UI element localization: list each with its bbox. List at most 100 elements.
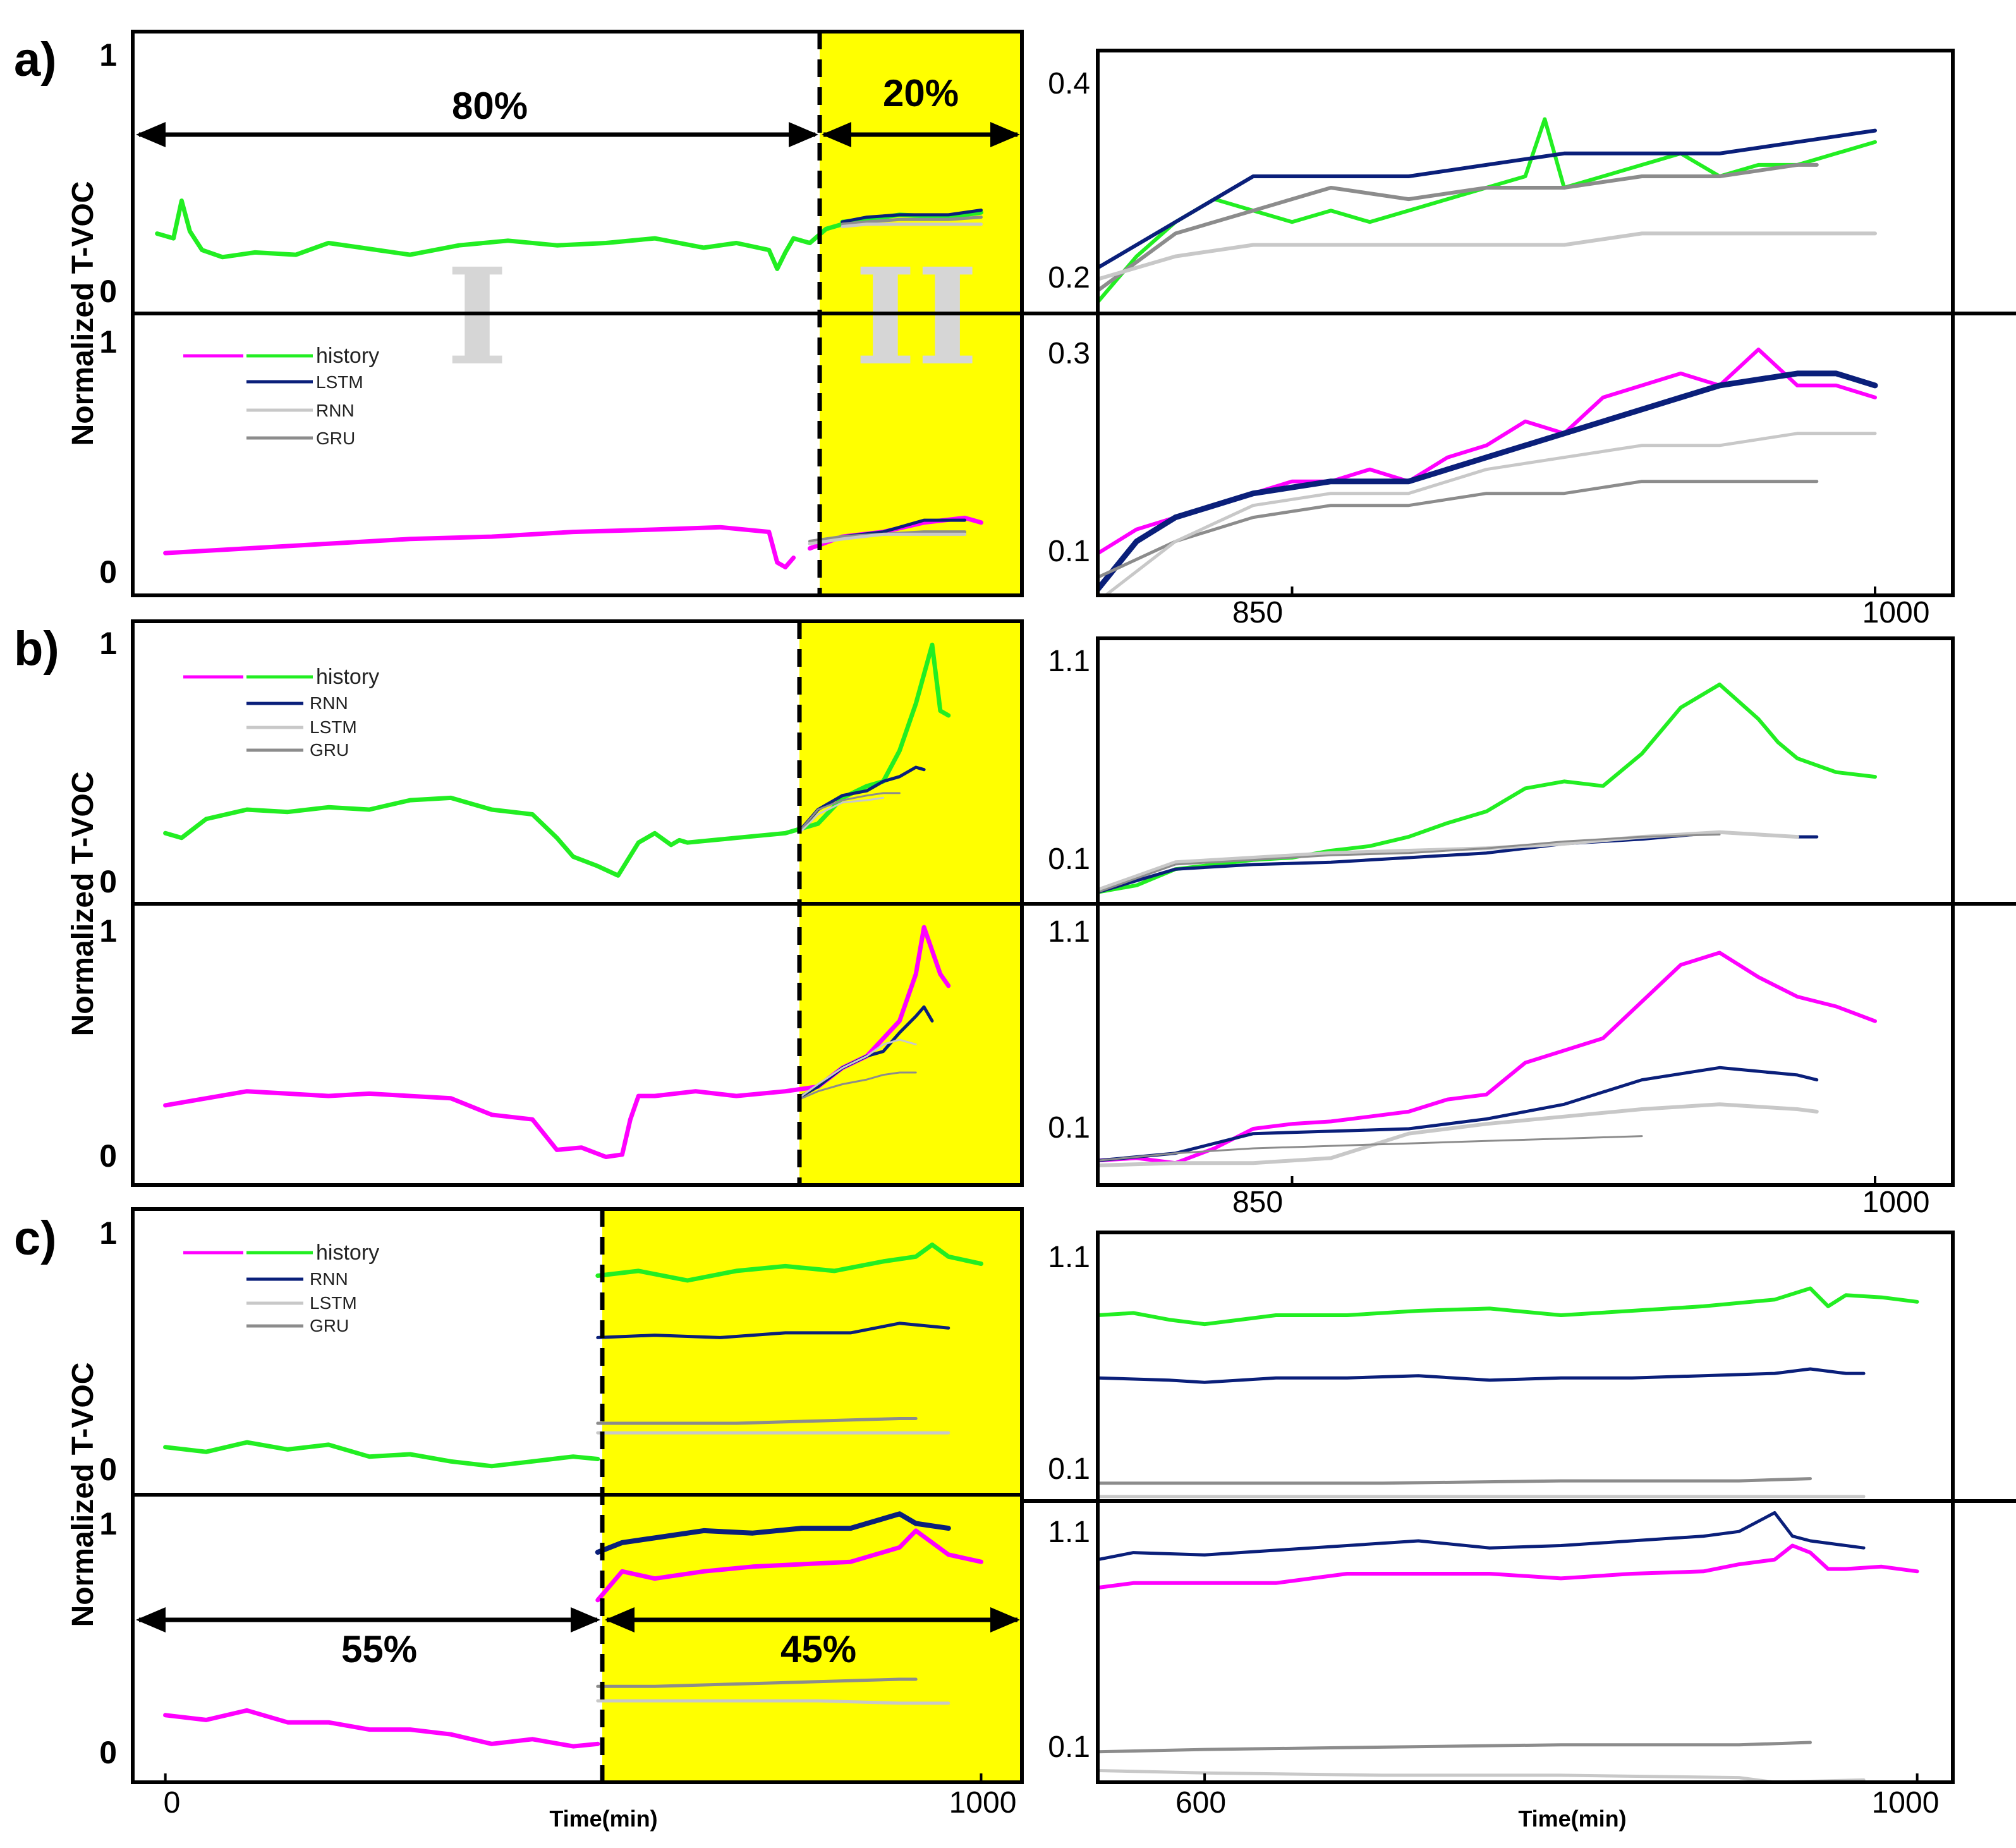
series-b-right-bottom-gru-3 <box>1098 1135 1643 1162</box>
legend-b-rnn-label: RNN <box>310 693 348 713</box>
legend-c-lstm-label: LSTM <box>310 1293 357 1313</box>
panel-label-c: c) <box>14 1212 57 1265</box>
series-b-right-bottom-history-0 <box>1098 951 1877 1165</box>
b-right-xtick-850: 850 <box>1232 1186 1283 1219</box>
plot-c-left-top <box>163 1243 983 1469</box>
a-right-bottom-ytick-low: 0.1 <box>1048 535 1090 568</box>
legend-b-lstm-label: LSTM <box>310 717 357 737</box>
plot-b-right-bottom <box>1098 951 1877 1167</box>
split-label-80: 80% <box>452 85 528 127</box>
series-c-right-bottom-gru-2 <box>1098 1741 1812 1754</box>
series-c-left-bottom-gru-3 <box>596 1677 918 1688</box>
b-top-ytick-0: 0 <box>99 864 117 899</box>
series-a-left-bottom-rnn-4 <box>808 532 967 545</box>
region-label-one: I <box>446 239 508 395</box>
plot-a-left-bottom <box>163 515 983 569</box>
a-bottom-ytick-1: 1 <box>99 324 117 360</box>
a-right-top-ytick-high: 0.4 <box>1048 67 1090 100</box>
series-c-left-bottom-history-0 <box>163 1708 600 1749</box>
series-a-left-bottom-history-0 <box>163 525 796 569</box>
split-label-20: 20% <box>883 72 959 114</box>
region-label-two: II <box>854 239 978 395</box>
series-a-right-top-lstm-1 <box>1098 128 1877 270</box>
b-right-top-ytick-low: 0.1 <box>1048 842 1090 876</box>
legend-a-history-label: history <box>316 344 379 368</box>
series-c-right-top-gru-2 <box>1098 1477 1812 1485</box>
a-right-bottom-ytick-high: 0.3 <box>1048 337 1090 370</box>
series-b-left-top-history-0 <box>163 642 951 878</box>
plot-c-left-bottom <box>163 1511 983 1749</box>
series-c-right-top-history-0 <box>1098 1286 1919 1327</box>
a-right-top-ytick-low: 0.2 <box>1048 261 1090 295</box>
legend-a: history LSTM RNN GRU <box>183 344 379 448</box>
series-c-left-bottom-rnn-2 <box>595 1511 951 1555</box>
legend-c-gru-label: GRU <box>310 1316 349 1335</box>
plot-a-right-bottom <box>1098 347 1878 595</box>
plot-a-left-top <box>155 198 983 271</box>
a-top-ytick-0: 0 <box>99 274 117 309</box>
series-b-right-top-lstm-2 <box>1098 830 1799 892</box>
series-b-right-bottom-rnn-1 <box>1098 1066 1819 1162</box>
series-a-right-bottom-rnn-3 <box>1103 432 1877 595</box>
a-bottom-ytick-0: 0 <box>99 554 117 590</box>
series-c-left-top-history-0 <box>163 1440 600 1469</box>
legend-a-gru-label: GRU <box>316 429 355 448</box>
b-top-ytick-1: 1 <box>99 626 117 661</box>
series-c-left-bottom-lstm-4 <box>596 1699 950 1705</box>
c-top-ytick-0: 0 <box>99 1452 117 1487</box>
series-b-left-top-lstm-3 <box>801 796 885 832</box>
series-b-right-bottom-lstm-2 <box>1098 1102 1819 1167</box>
plot-c-right-top <box>1098 1286 1919 1498</box>
series-b-left-bottom-lstm-2 <box>801 1038 917 1097</box>
series-b-left-bottom-history-0 <box>163 925 951 1159</box>
legend-c-history-label: history <box>316 1241 379 1265</box>
c-right-top-ytick-high: 1.1 <box>1048 1241 1090 1274</box>
b-right-xtick-1000: 1000 <box>1862 1186 1930 1219</box>
b-right-bottom-ytick-high: 1.1 <box>1048 915 1090 949</box>
legend-c-rnn-label: RNN <box>310 1269 348 1289</box>
a-right-xtick-850: 850 <box>1232 596 1283 629</box>
x-axis-label-left: Time(min) <box>549 1806 657 1832</box>
series-c-right-bottom-lstm-3 <box>1098 1769 1866 1782</box>
frame-a-right <box>1096 49 1955 597</box>
c-right-bottom-ytick-high: 1.1 <box>1048 1516 1090 1549</box>
legend-a-rnn-label: RNN <box>316 401 355 420</box>
plot-b-left-bottom <box>163 925 951 1159</box>
series-c-right-top-rnn-1 <box>1098 1367 1866 1384</box>
split-arrows-a <box>136 122 1020 147</box>
series-b-left-top-gru-2 <box>801 792 901 830</box>
c-left-xtick-0: 0 <box>164 1786 181 1820</box>
series-a-left-top-rnn-4 <box>841 222 983 228</box>
split-label-45: 45% <box>780 1628 856 1670</box>
b-bottom-ytick-0: 0 <box>99 1138 117 1174</box>
series-a-right-bottom-lstm-1 <box>1098 370 1878 592</box>
series-c-left-top-gru-3 <box>596 1417 918 1425</box>
legend-c: history RNN LSTM GRU <box>183 1241 379 1335</box>
series-a-left-top-gru-3 <box>841 216 983 226</box>
series-b-left-bottom-rnn-1 <box>800 1005 934 1098</box>
series-c-right-bottom-rnn-1 <box>1098 1511 1866 1562</box>
series-a-right-top-history-0 <box>1098 117 1877 304</box>
series-a-left-top-history-0 <box>155 198 845 271</box>
series-b-right-top-history-0 <box>1098 683 1877 894</box>
frame-b-right <box>1096 636 1955 1187</box>
plot-c-right-bottom <box>1098 1511 1919 1782</box>
y-axis-label-c: Normalized T-VOC <box>66 1363 100 1627</box>
c-right-xtick-600: 600 <box>1175 1786 1226 1820</box>
y-axis-label-b: Normalized T-VOC <box>66 772 100 1036</box>
series-a-right-top-rnn-3 <box>1098 231 1877 281</box>
plot-layer <box>155 117 1919 1782</box>
plot-b-right-top <box>1098 683 1877 894</box>
series-c-left-bottom-history-1 <box>595 1528 983 1603</box>
a-top-ytick-1: 1 <box>99 37 117 73</box>
series-c-left-top-history-1 <box>595 1243 983 1283</box>
c-left-xtick-1000: 1000 <box>949 1786 1017 1820</box>
c-bottom-ytick-1: 1 <box>99 1506 117 1541</box>
series-b-left-bottom-gru-3 <box>801 1071 917 1100</box>
series-a-right-bottom-gru-2 <box>1098 480 1819 579</box>
panel-label-a: a) <box>14 33 57 87</box>
legend-b-gru-label: GRU <box>310 740 349 760</box>
c-bottom-ytick-0: 0 <box>99 1735 117 1770</box>
series-c-right-bottom-history-0 <box>1098 1543 1919 1590</box>
